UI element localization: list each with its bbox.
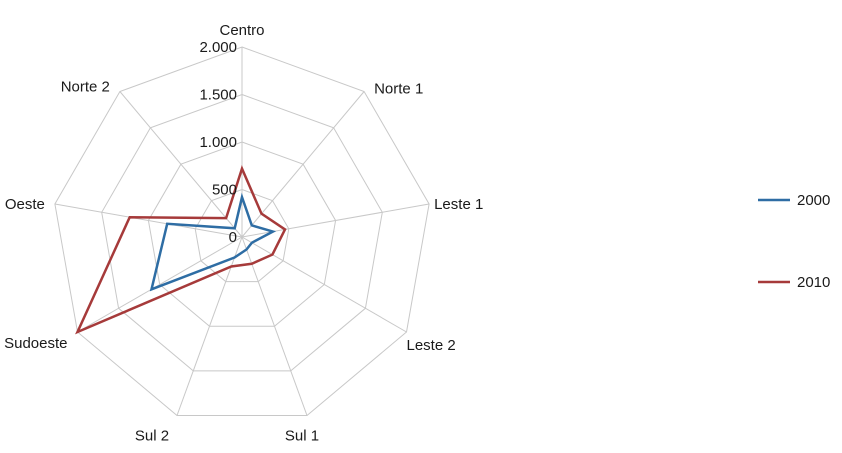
tick-label: 2.000 <box>199 39 237 56</box>
legend-label: 2000 <box>797 192 830 209</box>
category-label: Sudoeste <box>4 335 67 352</box>
radar-tick-labels: 0 500 1.000 1.500 2.000 <box>199 39 237 246</box>
tick-label: 1.500 <box>199 87 237 104</box>
grid-ring <box>194 188 290 283</box>
category-label: Norte 2 <box>61 79 110 96</box>
radar-grid <box>54 46 430 416</box>
tick-label: 1.000 <box>199 134 237 151</box>
tick-label: 500 <box>212 182 237 199</box>
series-line-2000 <box>149 192 277 292</box>
radar-series <box>75 165 287 335</box>
legend-label: 2010 <box>797 274 830 291</box>
category-label: Leste 2 <box>407 337 456 354</box>
category-label: Leste 1 <box>434 196 483 213</box>
category-label: Sul 2 <box>135 428 169 445</box>
tick-label: 0 <box>229 229 237 246</box>
grid-ring <box>101 93 383 372</box>
axis-spoke <box>241 236 308 416</box>
axis-spoke <box>77 236 243 333</box>
legend: 2000 2010 <box>758 192 830 291</box>
axis-spoke <box>241 91 365 238</box>
grid-ring <box>147 141 337 327</box>
category-label: Oeste <box>5 196 45 213</box>
radar-category-labels: Centro Norte 1 Leste 1 Leste 2 Sul 1 Sul 2 Sud… <box>4 22 483 445</box>
grid-ring <box>54 46 430 416</box>
category-label: Sul 1 <box>285 428 319 445</box>
series-line-2010 <box>75 165 287 335</box>
category-label: Norte 1 <box>374 81 423 98</box>
axis-spoke <box>54 203 243 238</box>
axis-spoke <box>241 236 407 333</box>
axis-spoke <box>119 91 243 238</box>
category-label: Centro <box>219 22 264 39</box>
